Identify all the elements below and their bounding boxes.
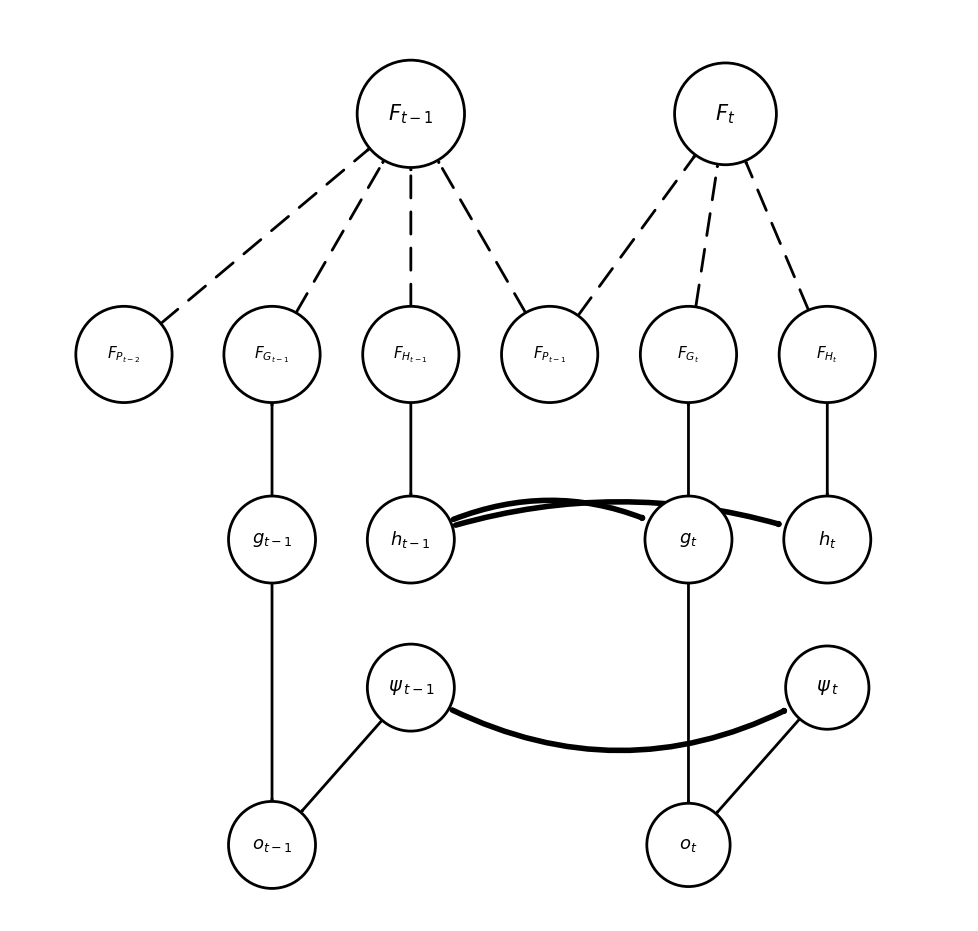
Text: $h_{t-1}$: $h_{t-1}$ [390,529,430,550]
Circle shape [784,646,868,729]
Text: $F_t$: $F_t$ [715,102,734,126]
FancyArrowPatch shape [302,721,381,811]
Text: $\psi_{\,t-1}$: $\psi_{\,t-1}$ [387,678,433,697]
Circle shape [367,644,454,731]
Circle shape [640,306,735,402]
Text: $o_{t-1}$: $o_{t-1}$ [251,836,291,854]
Text: $\psi_{\,t}$: $\psi_{\,t}$ [815,678,838,697]
Circle shape [501,306,598,402]
Circle shape [228,496,315,583]
FancyArrowPatch shape [455,502,778,525]
Circle shape [224,306,320,402]
Text: $F_{G_{t-1}}$: $F_{G_{t-1}}$ [254,344,289,365]
FancyArrowPatch shape [717,719,799,812]
FancyArrowPatch shape [695,166,717,307]
Circle shape [645,496,732,583]
Circle shape [778,306,874,402]
Text: $F_{P_{t-2}}$: $F_{P_{t-2}}$ [108,344,141,365]
Circle shape [362,306,459,402]
Text: $F_{P_{t-1}}$: $F_{P_{t-1}}$ [532,344,565,365]
Text: $F_{G_t}$: $F_{G_t}$ [677,344,699,365]
FancyArrowPatch shape [452,710,783,750]
FancyArrowPatch shape [295,162,382,313]
Circle shape [228,802,315,888]
FancyArrowPatch shape [453,500,642,519]
Text: $g_{t-1}$: $g_{t-1}$ [251,531,292,548]
FancyArrowPatch shape [745,163,808,310]
Text: $o_t$: $o_t$ [679,836,697,854]
Circle shape [75,306,172,402]
Text: $g_t$: $g_t$ [679,531,697,548]
FancyArrowPatch shape [577,156,693,316]
Text: $F_{H_{t-1}}$: $F_{H_{t-1}}$ [393,344,427,365]
Text: $F_{t-1}$: $F_{t-1}$ [387,102,433,126]
Circle shape [357,61,464,168]
Circle shape [646,803,730,886]
Circle shape [783,496,869,583]
FancyArrowPatch shape [160,150,368,323]
Text: $h_t$: $h_t$ [817,529,836,550]
Text: $F_{H_t}$: $F_{H_t}$ [816,344,837,365]
Circle shape [674,63,776,165]
Circle shape [367,496,454,583]
FancyArrowPatch shape [438,162,525,313]
